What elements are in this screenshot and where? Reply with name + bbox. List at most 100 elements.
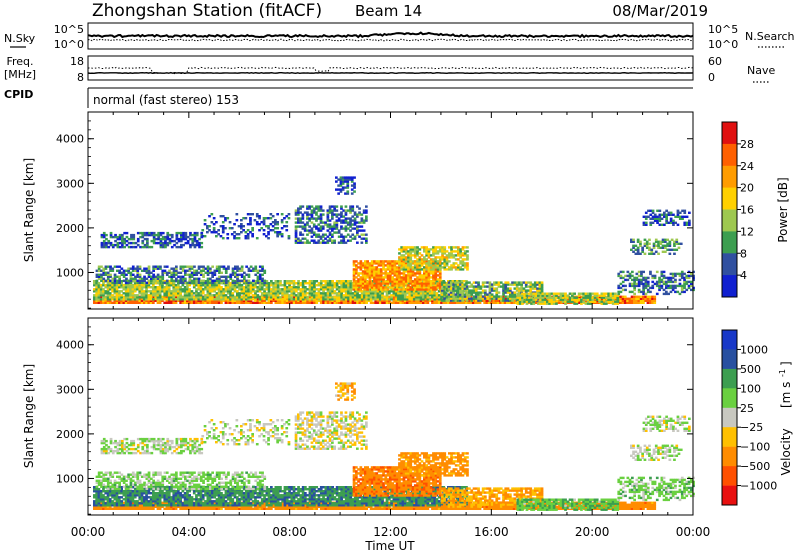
power-cell [483,299,486,302]
power-cell [143,296,146,299]
power-cell [138,277,142,280]
power-cell [143,279,146,282]
power-cell [177,279,180,282]
power-cell [366,272,369,275]
power-cell [120,271,124,274]
power-cell [516,292,520,295]
power-cell [186,290,189,293]
power-cell [270,292,273,295]
power-cell [377,286,381,289]
power-cell [449,286,452,289]
power-cell [217,229,220,232]
power-cell [231,298,235,301]
power-cell [304,299,307,302]
power-cell [377,272,381,275]
power-cell [170,273,174,276]
power-cell [156,273,160,276]
power-cell [156,301,160,304]
power-cell [353,182,356,185]
power-cell [364,278,367,281]
power-cell [258,288,262,291]
power-cell [418,270,422,273]
power-cell [224,277,228,280]
power-cell [288,290,291,293]
power-cell [120,280,123,283]
power-cell [97,284,101,287]
power-cell [122,271,126,274]
power-cell [392,301,396,304]
power-cell [391,264,394,267]
power-cell [116,241,120,245]
power-cell [297,217,300,220]
power-cell [222,296,226,299]
power-cell [180,245,183,249]
power-cell [209,269,212,272]
power-cell [193,233,197,237]
power-cell [432,286,435,289]
power-cell [147,290,151,293]
power-cell [310,292,314,295]
power-cell [254,280,257,283]
power-cell [384,280,388,283]
power-cell [402,280,406,283]
power-cell [222,290,226,293]
power-cell [337,184,340,187]
power-cell [180,231,183,235]
power-cell [131,267,135,270]
power-cell [340,235,343,238]
power-cell [344,211,348,214]
power-cell [161,286,164,289]
power-cell [206,269,210,272]
power-cell [326,211,330,214]
power-cell [102,239,106,243]
power-cell [306,215,309,218]
power-cell [366,286,369,289]
power-cell [297,294,300,297]
power-cell [231,286,235,289]
power-cell [265,288,269,291]
power-cell [129,267,133,270]
power-cell [247,284,250,287]
power-cell [132,233,136,237]
power-cell [123,237,126,241]
power-cell [398,256,401,259]
power-cell [172,271,176,274]
power-cell [226,217,230,220]
power-cell [378,290,382,293]
power-cell [104,265,108,268]
power-cell [131,280,135,283]
power-cell [247,301,250,304]
power-cell [369,294,373,297]
power-cell [238,292,241,295]
power-cell [398,288,401,291]
power-cell [247,296,250,299]
power-cell [256,279,260,282]
power-cell [134,277,137,280]
power-cell [204,280,207,283]
power-cell [398,284,401,287]
power-cell [125,235,129,239]
power-cell [111,294,114,297]
power-cell [258,269,262,272]
power-cell [409,262,413,265]
power-cell [283,282,287,285]
power-cell [407,268,410,271]
power-cell [224,301,228,304]
power-cell [267,237,270,240]
power-cell [270,298,273,301]
power-cell [367,299,371,302]
power-cell [299,284,303,287]
power-cell [177,292,180,295]
power-cell [186,284,189,287]
power-cell [226,288,230,291]
power-cell [294,221,298,224]
power-cell [410,296,414,299]
power-cell [310,211,314,214]
power-cell [208,296,212,299]
power-cell [175,233,179,237]
power-cell [344,186,347,189]
power-cell [449,280,452,283]
power-cell [124,290,128,293]
power-cell [662,288,666,292]
power-cell [172,290,176,293]
